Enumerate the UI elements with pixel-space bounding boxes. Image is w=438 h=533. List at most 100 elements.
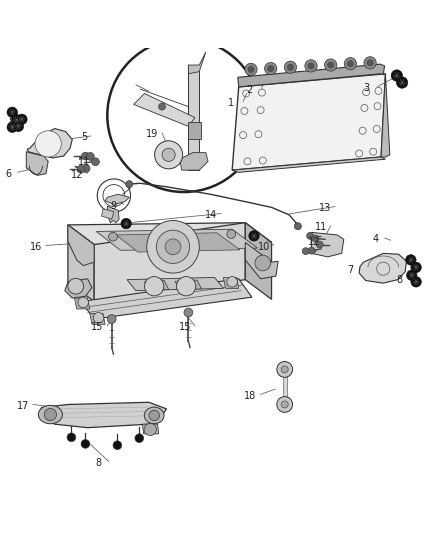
Polygon shape xyxy=(238,64,385,87)
Text: 1: 1 xyxy=(228,98,234,108)
Text: 15: 15 xyxy=(91,322,103,332)
Text: 15: 15 xyxy=(179,322,191,332)
Text: 12: 12 xyxy=(71,169,84,180)
Circle shape xyxy=(68,278,84,294)
Circle shape xyxy=(411,277,421,287)
Circle shape xyxy=(81,152,89,160)
Circle shape xyxy=(308,247,315,254)
Polygon shape xyxy=(188,65,199,170)
Polygon shape xyxy=(94,223,245,302)
Circle shape xyxy=(391,70,403,81)
Text: 6: 6 xyxy=(6,168,12,179)
Polygon shape xyxy=(145,280,169,290)
Circle shape xyxy=(155,141,183,169)
Ellipse shape xyxy=(144,407,164,424)
Circle shape xyxy=(7,122,18,133)
Polygon shape xyxy=(105,194,129,204)
Text: 8: 8 xyxy=(8,117,14,127)
Circle shape xyxy=(86,152,94,160)
Text: 11: 11 xyxy=(78,157,90,167)
Circle shape xyxy=(312,235,319,242)
Polygon shape xyxy=(223,278,239,288)
Circle shape xyxy=(35,131,61,157)
Circle shape xyxy=(93,312,104,323)
Circle shape xyxy=(281,401,288,408)
Text: 9: 9 xyxy=(111,201,117,211)
Circle shape xyxy=(396,77,408,88)
Circle shape xyxy=(347,61,353,67)
Circle shape xyxy=(162,148,175,161)
Text: 4: 4 xyxy=(373,235,379,244)
Polygon shape xyxy=(27,128,72,158)
Polygon shape xyxy=(68,225,94,265)
Polygon shape xyxy=(180,152,208,170)
Circle shape xyxy=(308,63,314,69)
Text: 19: 19 xyxy=(146,129,159,139)
Circle shape xyxy=(364,56,376,69)
Circle shape xyxy=(109,232,117,241)
Circle shape xyxy=(284,61,297,74)
Text: 8: 8 xyxy=(95,458,102,468)
Text: 12: 12 xyxy=(308,237,321,247)
Polygon shape xyxy=(90,313,105,324)
Circle shape xyxy=(277,397,293,413)
Circle shape xyxy=(411,262,421,273)
Circle shape xyxy=(165,239,181,255)
Polygon shape xyxy=(381,74,390,157)
Circle shape xyxy=(316,241,323,248)
Circle shape xyxy=(177,277,196,296)
Text: 16: 16 xyxy=(30,242,42,252)
Text: 5: 5 xyxy=(81,132,87,142)
Polygon shape xyxy=(81,279,252,319)
Text: 17: 17 xyxy=(17,401,29,411)
Circle shape xyxy=(135,434,144,442)
Polygon shape xyxy=(26,152,48,175)
Circle shape xyxy=(277,361,293,377)
Circle shape xyxy=(184,308,193,317)
Circle shape xyxy=(11,115,22,125)
Circle shape xyxy=(145,277,164,296)
Text: 14: 14 xyxy=(205,210,218,220)
Circle shape xyxy=(159,103,166,110)
Polygon shape xyxy=(134,93,195,126)
Circle shape xyxy=(13,121,24,132)
Polygon shape xyxy=(68,225,94,302)
Ellipse shape xyxy=(39,405,63,424)
Circle shape xyxy=(245,63,257,76)
Circle shape xyxy=(367,60,373,66)
Circle shape xyxy=(265,62,277,75)
Text: 13: 13 xyxy=(319,203,331,213)
Polygon shape xyxy=(68,223,272,245)
Polygon shape xyxy=(232,74,385,170)
Circle shape xyxy=(126,181,133,188)
Circle shape xyxy=(287,64,293,70)
Polygon shape xyxy=(245,223,272,300)
Circle shape xyxy=(255,255,271,271)
Circle shape xyxy=(107,314,116,324)
Polygon shape xyxy=(74,298,90,309)
Circle shape xyxy=(281,366,288,373)
Text: 2: 2 xyxy=(247,85,253,95)
Circle shape xyxy=(227,277,237,287)
Polygon shape xyxy=(245,243,278,279)
Polygon shape xyxy=(102,209,114,219)
Circle shape xyxy=(294,223,301,230)
Polygon shape xyxy=(232,157,385,172)
Circle shape xyxy=(17,114,27,125)
Circle shape xyxy=(81,440,90,448)
Circle shape xyxy=(248,66,254,72)
Circle shape xyxy=(7,107,18,118)
Circle shape xyxy=(249,231,259,241)
Circle shape xyxy=(307,232,314,239)
Text: 3: 3 xyxy=(363,83,369,93)
Circle shape xyxy=(44,408,57,421)
Circle shape xyxy=(406,255,416,265)
Polygon shape xyxy=(127,278,223,290)
Polygon shape xyxy=(142,424,159,434)
Circle shape xyxy=(302,248,309,255)
Circle shape xyxy=(325,59,337,71)
Circle shape xyxy=(149,410,159,421)
Circle shape xyxy=(227,230,236,238)
Polygon shape xyxy=(311,232,344,257)
Circle shape xyxy=(82,165,90,173)
